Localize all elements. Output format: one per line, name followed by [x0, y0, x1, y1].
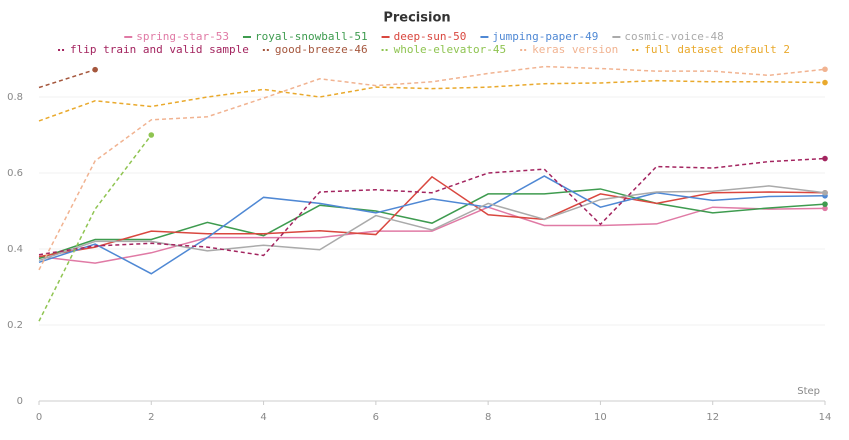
series-line	[38, 185, 826, 262]
end-point	[822, 201, 828, 207]
x-tick-label: 10	[594, 412, 607, 423]
end-point	[92, 66, 98, 73]
legend-item: spring-star-53	[124, 30, 229, 43]
legend-item: jumping-paper-49	[480, 30, 598, 43]
end-point	[822, 66, 828, 73]
x-tick-label: 0	[36, 412, 42, 423]
y-tick-label: 0.2	[7, 320, 23, 331]
x-tick-label: 6	[373, 412, 379, 423]
legend-label: flip train and valid sample	[70, 43, 249, 56]
series-line	[38, 175, 826, 258]
legend-item: keras version	[520, 43, 618, 56]
legend-label: jumping-paper-49	[492, 30, 598, 43]
series-line	[38, 68, 96, 89]
y-tick-label: 0.4	[7, 244, 23, 255]
legend-label: deep-sun-50	[394, 30, 467, 43]
series-line	[38, 206, 826, 264]
legend-label: spring-star-53	[136, 30, 229, 43]
legend-item: cosmic-voice-48	[612, 30, 724, 43]
legend-label: whole-elevator-45	[394, 43, 507, 56]
series-line	[38, 188, 826, 260]
x-axis-label: Step	[797, 386, 820, 397]
x-tick-label: 8	[485, 412, 491, 423]
series-line	[38, 175, 826, 275]
legend-label: good-breeze-46	[275, 43, 368, 56]
y-tick-label: 0	[17, 396, 23, 407]
y-tick-label: 0.6	[7, 168, 23, 179]
series-line	[38, 134, 152, 322]
chart-title: Precision	[383, 11, 450, 26]
series-line	[38, 79, 826, 122]
end-point	[822, 79, 828, 86]
legend-label: royal-snowball-51	[255, 30, 368, 43]
legend-item: full dataset default 2	[632, 43, 790, 56]
legend-item: flip train and valid sample	[58, 43, 249, 56]
end-point	[822, 205, 828, 212]
legend-label: cosmic-voice-48	[624, 30, 723, 43]
legend-item: deep-sun-50	[381, 30, 467, 43]
series-line	[38, 157, 826, 257]
series-line	[38, 65, 826, 271]
legend-item: whole-elevator-45	[381, 43, 507, 56]
end-point	[822, 189, 828, 196]
x-tick-label: 2	[148, 412, 154, 423]
legend-label: keras version	[532, 43, 618, 56]
x-tick-label: 4	[260, 412, 266, 423]
x-tick-label: 12	[706, 412, 719, 423]
legend-label: full dataset default 2	[644, 43, 790, 56]
end-point	[148, 132, 155, 138]
y-tick-label: 0.8	[7, 92, 23, 103]
legend-item: good-breeze-46	[262, 43, 368, 56]
legend-item: royal-snowball-51	[242, 30, 368, 43]
x-tick-label: 14	[819, 412, 832, 423]
end-point	[822, 155, 828, 162]
